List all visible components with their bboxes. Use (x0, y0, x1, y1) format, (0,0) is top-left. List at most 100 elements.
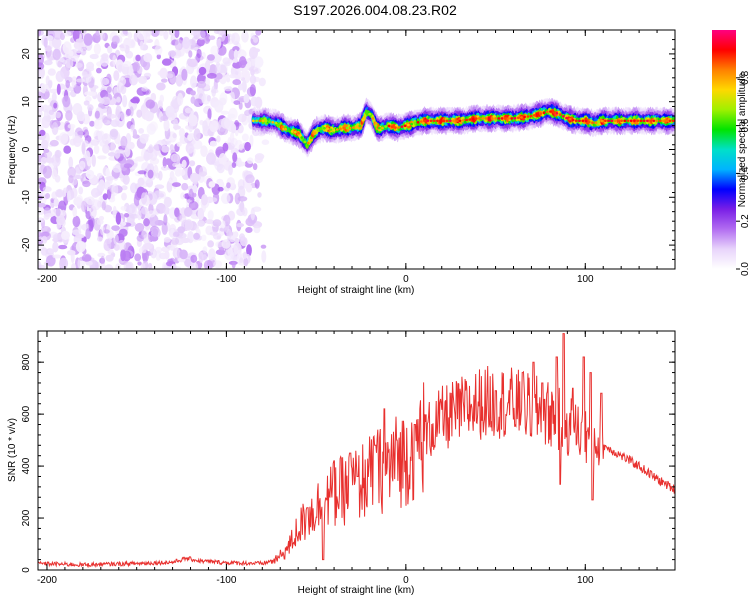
noise-blob (126, 204, 136, 214)
ridge-peak (526, 115, 530, 118)
ridge-peak (545, 110, 549, 114)
noise-blob (82, 113, 90, 125)
noise-blob (190, 254, 198, 263)
noise-blob (217, 186, 224, 192)
noise-blob (230, 91, 235, 104)
ridge-peak (323, 126, 326, 130)
noise-blob (117, 239, 126, 251)
snr-x-ticks: -200 -100 0 100 (37, 331, 676, 586)
noise-blob (165, 158, 173, 166)
noise-blob (172, 231, 180, 238)
noise-blob (243, 93, 250, 104)
noise-blob (39, 129, 46, 136)
noise-blob (215, 249, 226, 256)
noise-blob (49, 88, 59, 94)
ridge-peak (335, 128, 339, 131)
noise-blob (188, 50, 193, 58)
noise-blob (120, 135, 128, 149)
noise-blob (160, 165, 169, 171)
noise-blob (163, 196, 171, 208)
noise-blob (101, 77, 110, 86)
noise-blob (93, 144, 100, 155)
ridge-peak (468, 118, 472, 121)
noise-blob (71, 263, 76, 269)
noise-blob (258, 77, 266, 87)
noise-blob (227, 113, 236, 119)
noise-blob (175, 74, 184, 87)
noise-blob (154, 184, 165, 189)
noise-blob (43, 108, 49, 122)
noise-blob (215, 241, 224, 248)
noise-blob (68, 50, 74, 57)
noise-blob (42, 165, 53, 179)
ridge-peak (342, 126, 346, 130)
ridge-peak (407, 123, 410, 127)
noise-blob (209, 120, 219, 133)
noise-blob (222, 142, 229, 152)
noise-blob (71, 55, 79, 62)
y-tick-label: 0 (21, 567, 32, 573)
noise-blob (253, 225, 261, 234)
noise-blob (161, 58, 172, 66)
noise-blob (161, 262, 167, 269)
noise-blob (244, 141, 252, 152)
noise-blob (175, 248, 181, 259)
ridge-peak (474, 117, 478, 120)
noise-blob (82, 180, 91, 188)
ridge-peak (626, 119, 630, 123)
ridge-peak (377, 126, 381, 130)
noise-blob (226, 77, 231, 83)
ridge-peak (423, 119, 426, 123)
noise-blob (38, 217, 45, 224)
snr-y-label: SNR (10 * v/v) (7, 418, 18, 482)
noise-blob (104, 264, 114, 269)
noise-blob (154, 45, 163, 56)
noise-blob (166, 73, 174, 79)
ridge-peak (458, 119, 462, 123)
ridge-peak (642, 119, 646, 123)
colorbar-label: Normalized spectral amplitude (737, 72, 748, 207)
ridge-peak (552, 111, 556, 114)
noise-blob (234, 237, 240, 244)
noise-blob (96, 172, 103, 179)
x-tick-label: 0 (403, 274, 409, 285)
ridge-peak (439, 119, 443, 123)
noise-blob (49, 139, 59, 147)
noise-blob (145, 99, 155, 109)
noise-blob (123, 262, 132, 269)
noise-blob (210, 45, 219, 56)
ridge-peak (652, 119, 656, 123)
noise-blob (124, 213, 130, 218)
ridge-peak (471, 117, 475, 121)
noise-blob (58, 244, 68, 250)
noise-blob (171, 182, 181, 188)
y-tick-label: 200 (21, 509, 32, 526)
noise-blob (148, 262, 153, 269)
ridge-peak (597, 120, 601, 124)
noise-blob (72, 206, 77, 218)
ridge-peak (432, 119, 436, 123)
noise-blob (153, 164, 159, 177)
ridge-peak (316, 128, 320, 132)
ridge-peak (578, 119, 581, 123)
noise-blob (179, 249, 188, 260)
noise-blob (191, 36, 196, 47)
noise-blob (172, 133, 177, 139)
ridge-peak (607, 119, 610, 123)
noise-blob (218, 180, 225, 189)
noise-blob (147, 169, 154, 179)
ridge-peak (529, 114, 533, 118)
noise-blob (43, 148, 50, 153)
noise-blob (129, 74, 139, 86)
noise-blob (105, 168, 110, 177)
noise-blob (137, 170, 147, 175)
noise-blob (226, 182, 231, 189)
noise-blob (257, 192, 262, 198)
noise-blob (163, 207, 171, 215)
noise-blob (97, 236, 103, 242)
ridge-peak (419, 120, 423, 123)
colorbar: 0.0 0.2 0.4 0.6 0.8 Normalized spectral ampl… (712, 30, 750, 276)
ridge-peak (361, 118, 365, 122)
noise-blob (110, 119, 120, 127)
